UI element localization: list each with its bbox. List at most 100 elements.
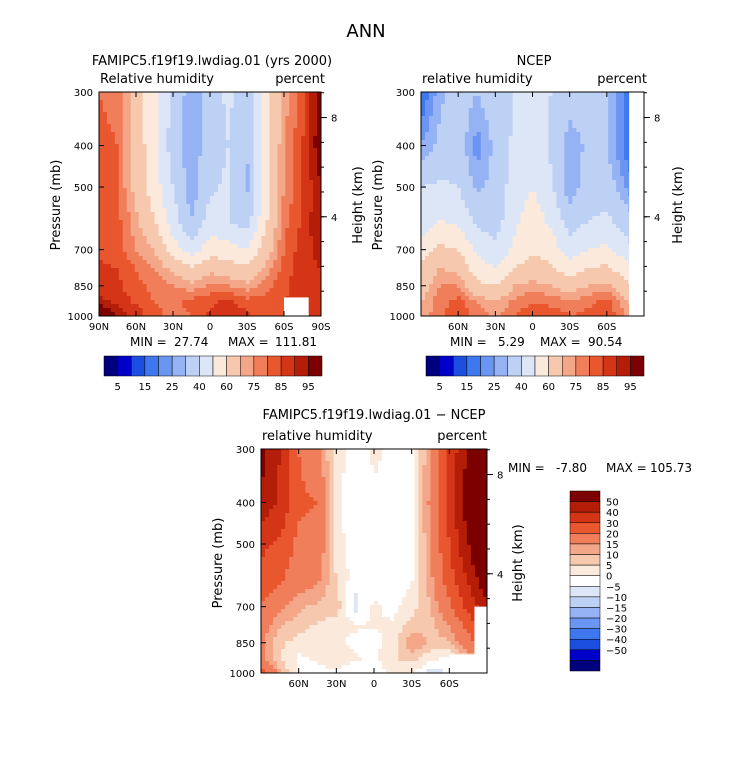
contour-cell — [261, 312, 267, 316]
contour-cell — [237, 200, 243, 205]
contour-cell — [265, 196, 271, 201]
contour-cell — [99, 276, 104, 281]
contour-cell — [186, 140, 191, 145]
contour-cell — [114, 164, 120, 169]
contour-cell — [174, 260, 179, 265]
contour-cell — [194, 124, 199, 129]
contour-cell — [464, 96, 470, 101]
contour-cell — [532, 184, 538, 189]
contour-cell — [524, 160, 530, 165]
contour-cell — [612, 112, 617, 117]
contour-cell — [492, 108, 498, 113]
contour-cell — [588, 148, 593, 153]
contour-cell — [504, 184, 510, 189]
contour-cell — [166, 240, 171, 245]
contour-cell — [146, 296, 152, 301]
contour-cell — [448, 148, 454, 153]
contour-cell — [608, 140, 613, 145]
contour-cell — [170, 116, 175, 121]
contour-cell — [142, 232, 148, 237]
contour-cell — [552, 196, 557, 201]
contour-cell — [468, 160, 474, 165]
contour-cell — [134, 144, 140, 149]
contour-cell — [198, 116, 203, 121]
contour-cell — [476, 160, 482, 165]
contour-cell — [305, 116, 310, 121]
contour-cell — [560, 92, 565, 97]
colorbar-label: 95 — [302, 382, 315, 393]
contour-cell — [301, 256, 306, 261]
contour-cell — [174, 164, 179, 169]
contour-cell — [225, 96, 231, 101]
contour-cell — [265, 276, 271, 281]
contour-cell — [241, 132, 247, 137]
contour-cell — [229, 304, 235, 309]
contour-cell — [221, 176, 227, 181]
contour-cell — [580, 152, 585, 157]
contour-cell — [428, 176, 434, 181]
contour-cell — [261, 280, 267, 285]
contour-cell — [162, 184, 167, 189]
contour-cell — [150, 112, 156, 117]
contour-cell — [190, 288, 195, 293]
contour-cell — [110, 104, 116, 109]
contour-cell — [99, 292, 104, 297]
contour-cell — [102, 180, 108, 185]
contour-cell — [237, 188, 243, 193]
contour-cell — [190, 260, 195, 265]
contour-cell — [126, 296, 132, 301]
contour-cell — [146, 284, 152, 289]
contour-cell — [174, 300, 179, 305]
contour-cell — [210, 224, 215, 229]
contour-cell — [620, 180, 625, 185]
contour-cell — [174, 120, 179, 125]
contour-cell — [206, 216, 211, 221]
contour-cell — [190, 152, 195, 157]
contour-cell — [544, 108, 550, 113]
contour-cell — [249, 296, 255, 301]
contour-cell — [277, 224, 282, 229]
contour-cell — [317, 248, 321, 253]
contour-cell — [524, 196, 530, 201]
panel-model-x-ticks: 90N 60N 30N 0 30S 60S 90S — [89, 92, 331, 333]
contour-cell — [102, 116, 108, 121]
contour-cell — [122, 264, 128, 269]
contour-cell — [297, 228, 302, 233]
contour-cell — [524, 172, 530, 177]
contour-cell — [229, 240, 235, 245]
contour-cell — [225, 152, 231, 157]
contour-cell — [285, 220, 290, 225]
contour-cell — [600, 164, 605, 169]
contour-cell — [102, 172, 108, 177]
contour-cell — [221, 92, 227, 97]
contour-cell — [476, 204, 482, 209]
contour-cell — [512, 172, 518, 177]
contour-cell — [516, 172, 522, 177]
contour-cell — [560, 96, 565, 101]
contour-cell — [221, 108, 227, 113]
contour-cell — [198, 296, 203, 301]
contour-cell — [202, 264, 207, 269]
contour-cell — [202, 92, 207, 97]
contour-cell — [448, 112, 454, 117]
contour-cell — [221, 296, 227, 301]
contour-cell — [552, 112, 557, 117]
contour-cell — [496, 148, 502, 153]
contour-cell — [241, 172, 247, 177]
contour-cell — [233, 148, 239, 153]
contour-cell — [241, 116, 247, 121]
contour-cell — [496, 160, 502, 165]
contour-cell — [548, 208, 554, 213]
contour-cell — [269, 196, 275, 201]
contour-cell — [190, 132, 195, 137]
contour-cell — [221, 96, 227, 101]
contour-cell — [448, 200, 454, 205]
contour-cell — [241, 212, 247, 217]
contour-cell — [464, 164, 470, 169]
contour-cell — [213, 228, 219, 233]
contour-cell — [202, 232, 207, 237]
contour-cell — [106, 284, 112, 289]
contour-cell — [269, 256, 275, 261]
contour-cell — [524, 140, 530, 145]
contour-cell — [110, 124, 116, 129]
